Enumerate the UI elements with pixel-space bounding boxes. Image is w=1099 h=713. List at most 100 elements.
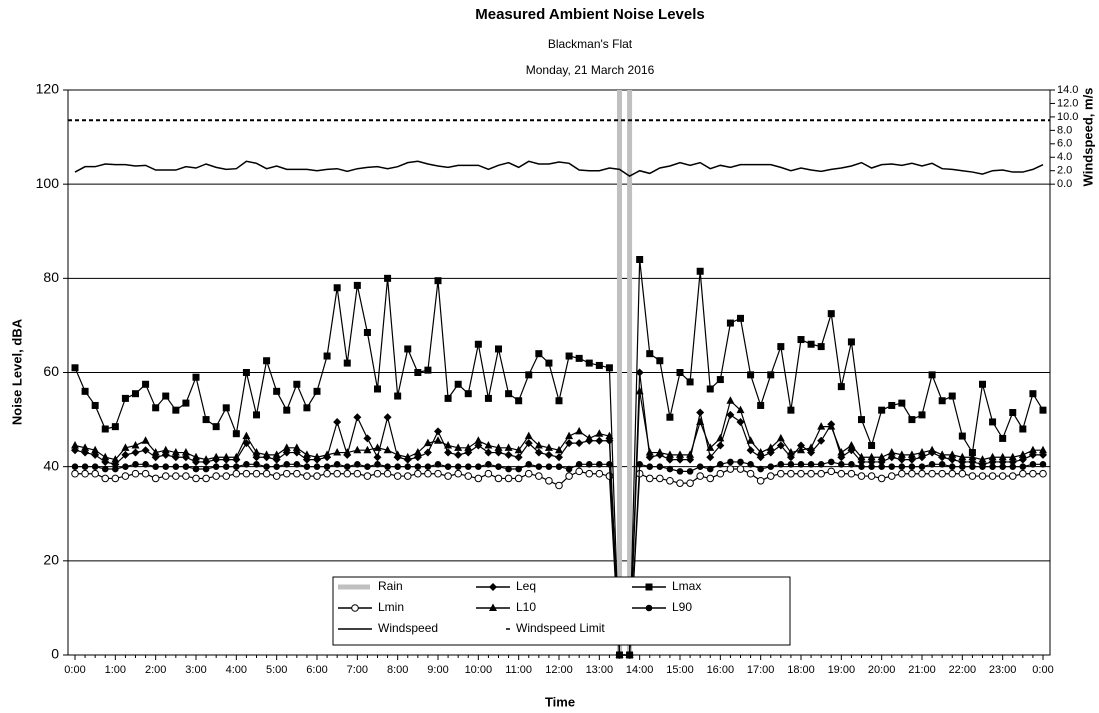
marker: [242, 439, 251, 448]
marker: [91, 469, 99, 478]
marker: [998, 452, 1007, 461]
marker: [827, 458, 835, 466]
marker: [1008, 457, 1017, 466]
marker: [989, 418, 997, 426]
marker: [504, 443, 513, 451]
marker: [787, 461, 795, 468]
marker: [242, 431, 251, 440]
marker: [454, 450, 463, 459]
marker: [706, 385, 714, 393]
marker: [131, 448, 140, 457]
marker: [585, 436, 594, 445]
marker: [232, 430, 240, 438]
marker: [857, 452, 866, 461]
marker: [1029, 469, 1037, 478]
marker: [151, 448, 160, 456]
marker: [988, 472, 997, 480]
marker: [282, 448, 291, 457]
y2-tick-label: 4.0: [1057, 151, 1072, 163]
marker: [1008, 472, 1017, 480]
marker: [676, 450, 684, 458]
marker: [121, 472, 130, 480]
marker: [394, 463, 401, 470]
marker: [474, 474, 483, 483]
marker: [171, 453, 180, 462]
marker: [817, 343, 825, 351]
marker: [454, 443, 463, 451]
x-tick-label: 4:00: [226, 664, 247, 676]
marker: [252, 453, 261, 462]
marker: [958, 469, 967, 478]
marker: [978, 472, 987, 480]
marker: [151, 453, 160, 462]
marker: [807, 340, 815, 348]
legend-label: L90: [672, 600, 692, 614]
marker: [474, 340, 482, 348]
marker: [132, 461, 139, 468]
marker: [696, 472, 704, 480]
marker: [595, 361, 603, 369]
y2-tick-label: 2.0: [1057, 165, 1072, 177]
marker: [959, 463, 966, 470]
legend-label: Leq: [516, 579, 536, 593]
marker: [736, 465, 745, 473]
marker: [877, 452, 886, 461]
marker: [898, 399, 906, 407]
marker: [142, 380, 150, 388]
y2-tick-label: 6.0: [1057, 138, 1072, 150]
marker: [655, 450, 664, 459]
marker: [958, 432, 966, 440]
legend-label: Rain: [378, 579, 403, 593]
marker: [141, 446, 150, 455]
marker: [635, 368, 644, 377]
marker: [777, 343, 785, 351]
y2-axis-title: Windspeed, m/s: [1080, 88, 1095, 187]
marker: [847, 446, 856, 455]
marker: [202, 416, 210, 424]
marker: [464, 443, 473, 451]
marker: [969, 463, 976, 470]
marker: [958, 457, 967, 466]
marker: [747, 371, 755, 379]
marker: [243, 461, 250, 468]
marker: [494, 474, 503, 483]
marker: [273, 463, 280, 470]
marker: [91, 445, 100, 454]
x-tick-label: 16:00: [707, 664, 735, 676]
x-tick-label: 7:00: [347, 664, 368, 676]
marker: [263, 463, 270, 470]
marker: [979, 380, 986, 388]
marker: [877, 457, 886, 466]
marker: [645, 604, 653, 612]
marker: [575, 461, 583, 468]
marker: [857, 472, 866, 480]
marker: [505, 465, 512, 473]
marker: [596, 461, 603, 468]
marker: [827, 467, 836, 476]
marker: [454, 380, 462, 388]
marker: [948, 450, 957, 458]
marker: [383, 469, 392, 478]
marker: [152, 463, 159, 470]
marker: [212, 423, 220, 431]
marker: [212, 472, 220, 480]
marker: [162, 463, 170, 470]
marker: [777, 469, 785, 478]
marker: [535, 472, 543, 480]
marker: [494, 448, 503, 457]
marker: [91, 401, 99, 409]
marker: [606, 461, 613, 468]
marker: [898, 469, 906, 478]
y-tick-label: 100: [36, 175, 60, 191]
marker: [434, 469, 442, 478]
marker: [717, 461, 724, 468]
marker: [988, 457, 997, 466]
marker: [434, 277, 442, 285]
marker: [948, 463, 956, 470]
marker: [192, 457, 200, 466]
marker: [847, 338, 855, 346]
marker: [868, 441, 876, 449]
marker: [535, 463, 543, 470]
marker: [313, 463, 321, 470]
marker: [1009, 409, 1017, 417]
